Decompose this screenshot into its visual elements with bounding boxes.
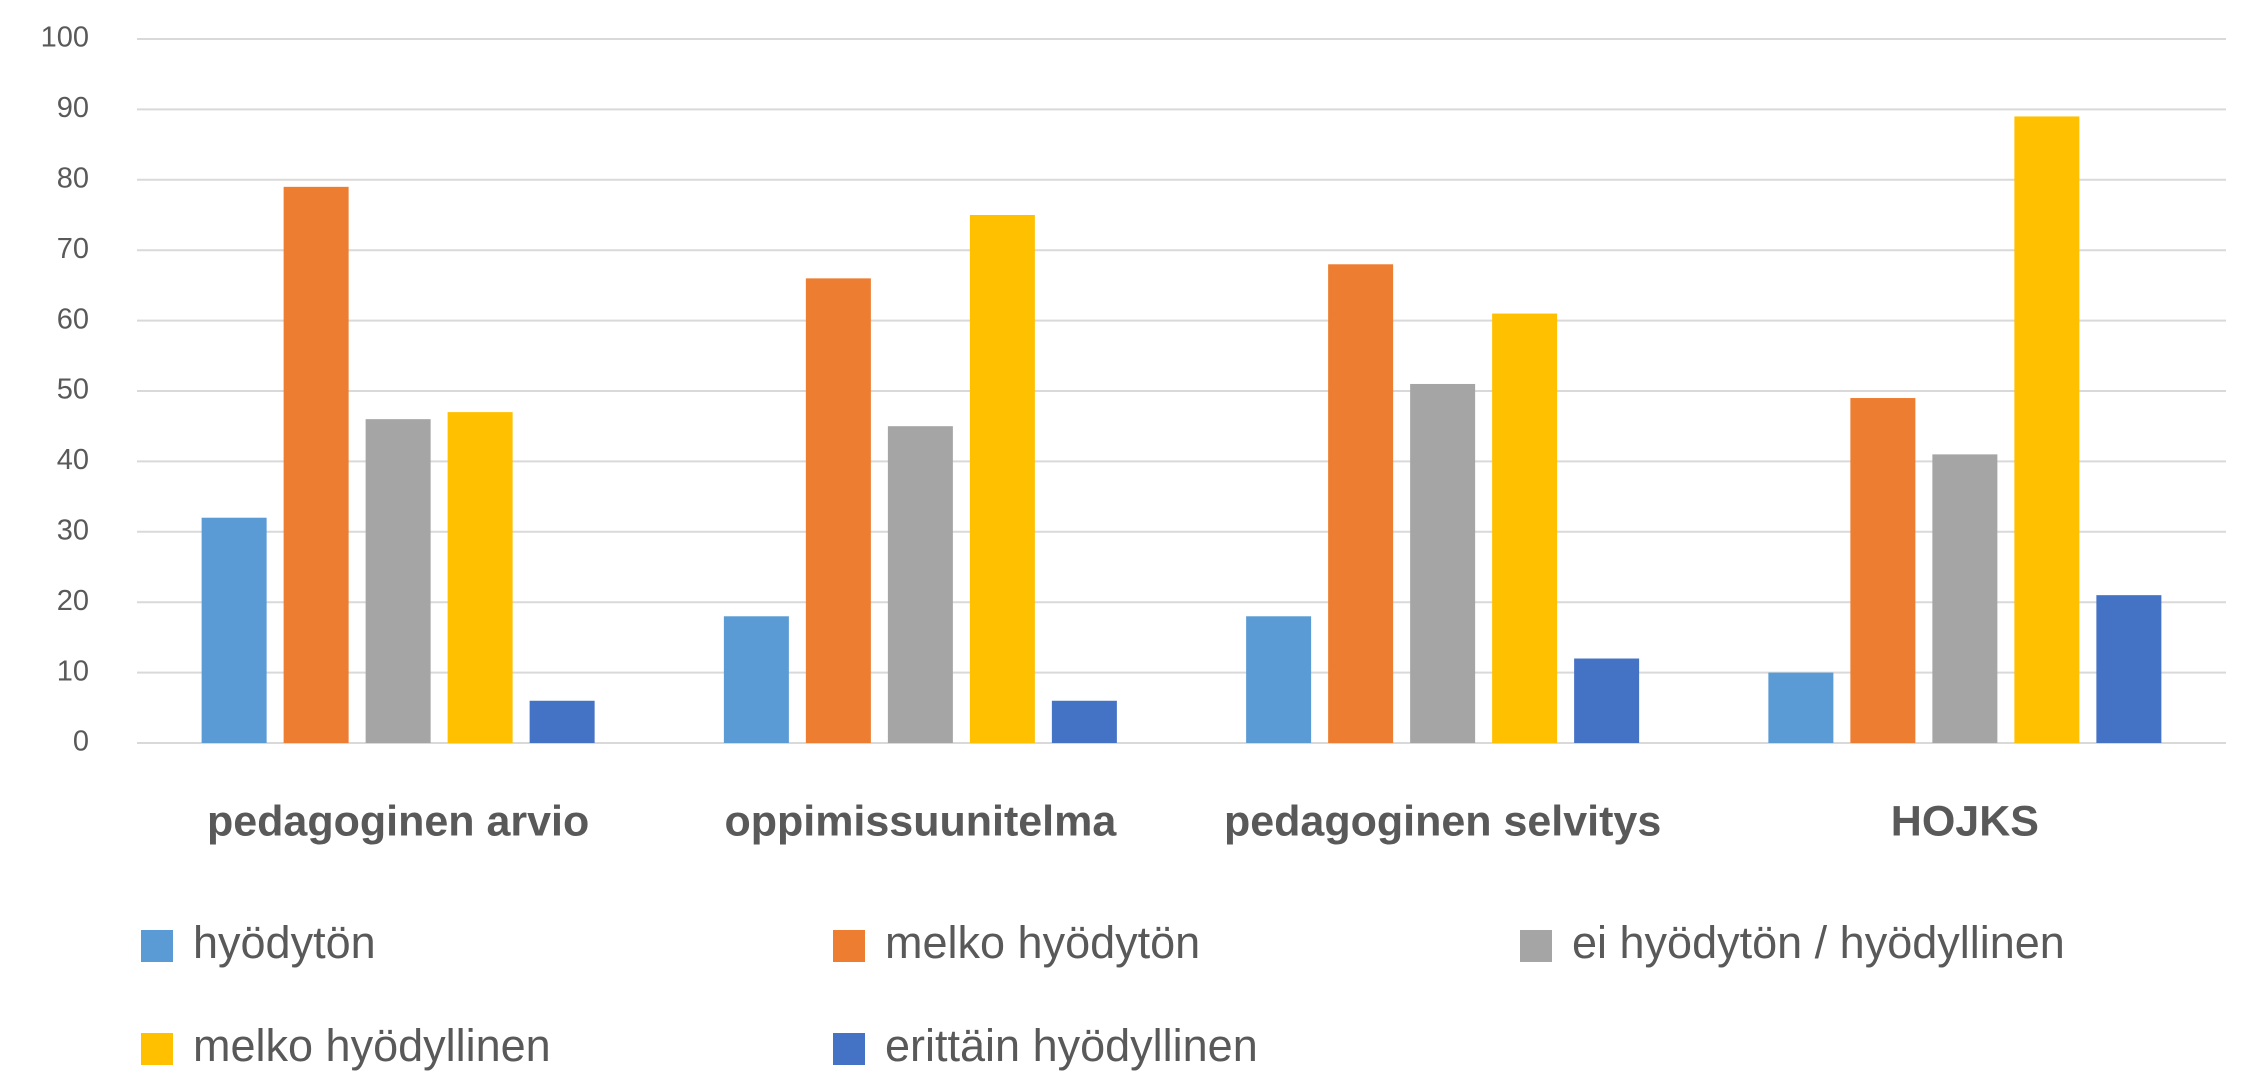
y-tick-label: 80 xyxy=(57,162,89,194)
bar xyxy=(2014,116,2080,743)
bar xyxy=(1768,672,1834,743)
legend-swatch xyxy=(833,1033,865,1065)
legend-swatch xyxy=(833,930,865,962)
y-tick-label: 0 xyxy=(73,726,89,758)
bar xyxy=(1410,383,1476,743)
y-tick-label: 70 xyxy=(57,233,89,265)
legend-swatch xyxy=(1520,930,1552,962)
bar xyxy=(805,278,871,743)
y-tick-label: 60 xyxy=(57,303,89,335)
bar xyxy=(365,419,431,743)
bar xyxy=(1328,264,1394,743)
y-tick-label: 50 xyxy=(57,374,89,406)
legend-label: melko hyödyllinen xyxy=(193,1020,551,1071)
legend-label: ei hyödytön / hyödyllinen xyxy=(1572,917,2065,968)
y-tick-label: 10 xyxy=(57,655,89,687)
bar xyxy=(447,412,513,743)
x-tick-label: HOJKS xyxy=(1891,797,2039,845)
legend-swatch xyxy=(141,1033,173,1065)
legend-label: melko hyödytön xyxy=(885,917,1200,968)
x-tick-label: pedagoginen selvitys xyxy=(1224,797,1661,845)
y-tick-label: 20 xyxy=(57,585,89,617)
bar xyxy=(1850,398,1916,743)
bar xyxy=(1246,616,1312,743)
y-tick-label: 100 xyxy=(41,22,89,54)
bar xyxy=(723,616,789,743)
bar xyxy=(2096,595,2162,743)
bar xyxy=(283,186,349,744)
y-tick-label: 40 xyxy=(57,444,89,476)
y-tick-label: 90 xyxy=(57,92,89,124)
bar xyxy=(1492,313,1558,743)
bar xyxy=(201,517,267,743)
bar xyxy=(1574,658,1640,743)
y-tick-label: 30 xyxy=(57,514,89,546)
bar xyxy=(529,700,595,743)
legend-label: hyödytön xyxy=(193,917,376,968)
x-tick-label: pedagoginen arvio xyxy=(207,797,589,845)
bar xyxy=(969,215,1035,743)
bar xyxy=(1932,454,1998,743)
x-tick-label: oppimissuunitelma xyxy=(724,797,1117,845)
bar xyxy=(1051,700,1117,743)
legend-swatch xyxy=(141,930,173,962)
bar xyxy=(887,426,953,743)
legend-label: erittäin hyödyllinen xyxy=(885,1020,1258,1071)
